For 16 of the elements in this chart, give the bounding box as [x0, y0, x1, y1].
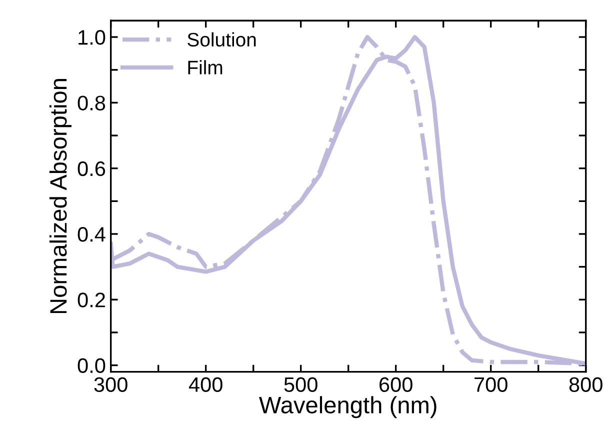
x-tick-label: 700: [474, 377, 508, 392]
y-tick-label: 0.2: [78, 292, 105, 308]
legend-label: Solution: [188, 32, 256, 47]
x-tick-label: 500: [284, 377, 318, 392]
x-tick-label: 400: [188, 377, 222, 392]
x-tick-label: 800: [569, 377, 602, 392]
y-tick-label: 0.8: [78, 96, 106, 110]
y-tick-label: 0.4: [78, 226, 106, 242]
y-tick-label: 0.0: [78, 358, 106, 374]
x-tick-label: 600: [380, 377, 412, 392]
x-axis-title: Wavelength (nm): [259, 396, 436, 418]
y-tick-label: 1.0: [78, 30, 106, 45]
x-tick-label: 300: [94, 377, 128, 392]
y-tick-label: 0.6: [78, 161, 106, 176]
legend-label: Film: [188, 60, 222, 74]
y-axis-title: Normalized Absorption: [49, 78, 72, 314]
